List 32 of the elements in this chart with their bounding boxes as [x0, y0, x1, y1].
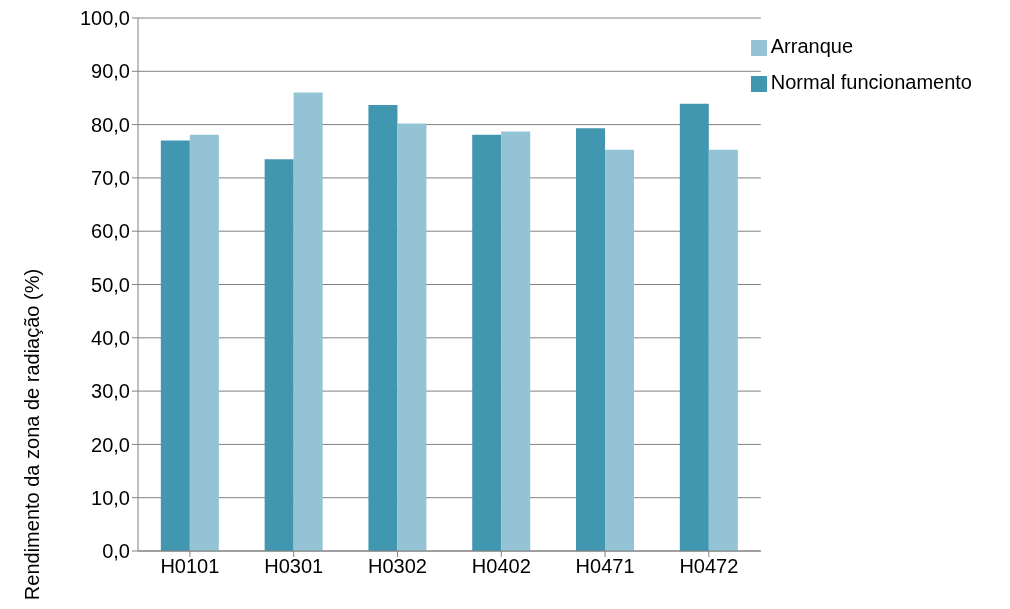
x-tick-label: H0472	[679, 555, 739, 578]
bar	[472, 134, 502, 551]
y-tick-label: 0,0	[102, 540, 130, 563]
x-tick-label: H0301	[264, 555, 324, 578]
x-tick-label: H0302	[368, 555, 427, 578]
y-tick-label: 50,0	[91, 273, 130, 296]
bar	[189, 134, 219, 551]
legend-label: Arranque	[770, 35, 854, 57]
y-tick-label: 20,0	[91, 433, 130, 456]
y-axis-title: Rendimento da zona de radiação (%)	[21, 268, 44, 601]
y-tick-label: 80,0	[91, 113, 130, 136]
bar	[501, 131, 531, 551]
bar	[679, 103, 709, 551]
bar	[160, 140, 190, 551]
y-tick-label: 10,0	[91, 486, 130, 509]
bar	[368, 104, 398, 551]
bar	[708, 149, 738, 551]
bar	[605, 149, 635, 551]
x-tick-label: H0101	[160, 555, 220, 578]
y-tick-label: 70,0	[91, 167, 130, 189]
x-tick-label: H0471	[575, 555, 635, 578]
bar	[397, 123, 427, 551]
y-tick-label: 40,0	[91, 326, 130, 349]
y-tick-label: 100,0	[79, 7, 130, 30]
legend-label: Normal funcionamento	[770, 71, 972, 93]
y-tick-label: 30,0	[91, 380, 130, 403]
y-tick-label: 60,0	[91, 220, 130, 243]
x-tick-label: H0402	[471, 555, 531, 578]
bar	[576, 128, 606, 551]
bar	[264, 159, 294, 551]
y-tick-label: 90,0	[91, 60, 130, 83]
bar	[293, 92, 323, 551]
